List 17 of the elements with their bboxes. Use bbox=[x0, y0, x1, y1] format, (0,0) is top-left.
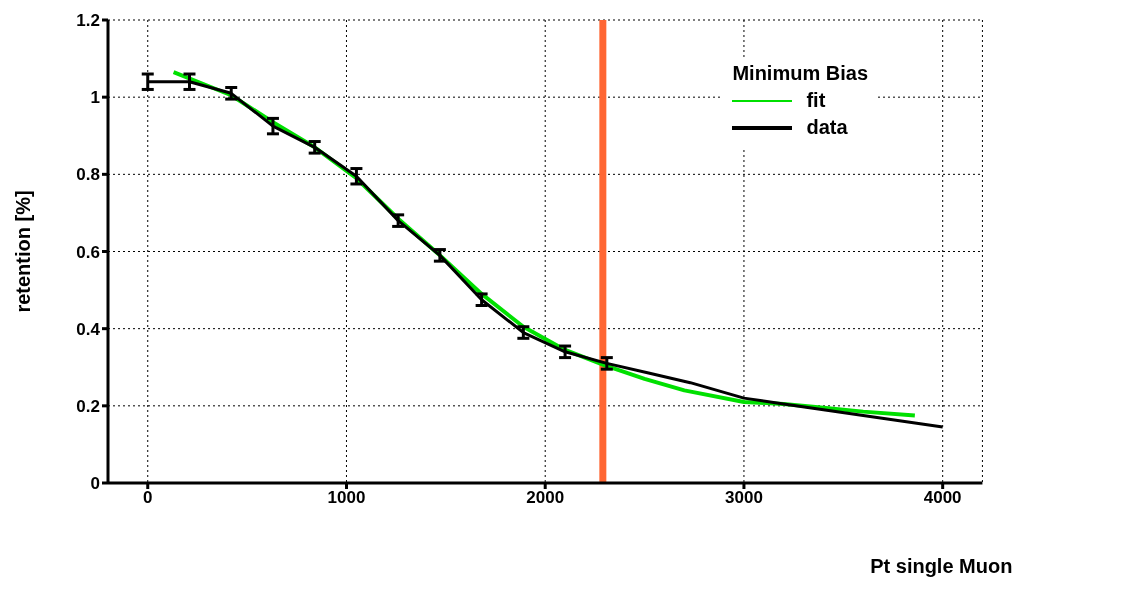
y-tick-label: 0.2 bbox=[76, 396, 100, 416]
y-tick-label: 1.2 bbox=[76, 11, 100, 31]
x-tick-label: 1000 bbox=[327, 488, 366, 508]
x-tick-label: 4000 bbox=[923, 488, 962, 508]
y-tick-label: 0.8 bbox=[76, 165, 100, 185]
y-tick-label: 0.4 bbox=[76, 319, 101, 339]
y-axis-title: retention [%] bbox=[12, 190, 35, 313]
legend-title: Minimum Bias bbox=[732, 62, 868, 85]
x-tick-label: 3000 bbox=[725, 488, 763, 508]
legend-label: data bbox=[806, 116, 848, 139]
legend-label: fit bbox=[806, 89, 826, 112]
x-tick-label: 2000 bbox=[526, 488, 565, 508]
x-axis-title: Pt single Muon bbox=[870, 555, 1013, 577]
y-tick-label: 1 bbox=[90, 88, 100, 108]
y-tick-label: 0.6 bbox=[76, 242, 100, 262]
y-tick-label: 0 bbox=[90, 474, 100, 494]
x-tick-label: 0 bbox=[143, 488, 153, 508]
